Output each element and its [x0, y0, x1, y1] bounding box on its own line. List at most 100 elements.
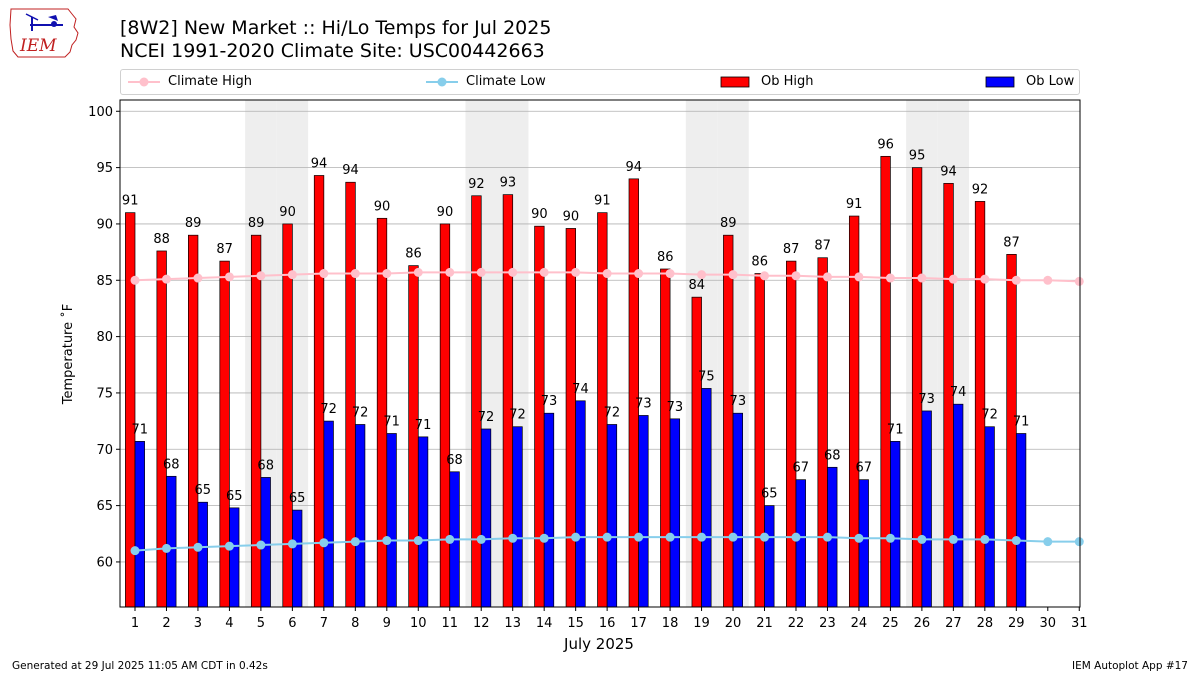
ob-low-value-label: 72 [509, 408, 526, 423]
climate-high-point [602, 269, 612, 279]
y-tick-label: 100 [88, 105, 113, 120]
ob-low-bar [984, 426, 995, 608]
ob-high-value-label: 92 [972, 182, 989, 197]
ob-low-value-label: 75 [698, 369, 715, 384]
ob-low-value-label: 73 [918, 392, 935, 407]
climate-high-point [854, 272, 864, 282]
climate-low-point [1011, 536, 1021, 546]
climate-high-point [161, 274, 171, 284]
ob-high-value-label: 86 [657, 250, 674, 265]
ob-high-value-label: 96 [877, 137, 894, 152]
ob-low-value-label: 72 [981, 408, 998, 423]
climate-high-point [948, 274, 958, 284]
x-tick-label: 7 [320, 616, 328, 631]
climate-low-point [161, 543, 171, 553]
ob-high-value-label: 87 [216, 242, 233, 257]
ob-high-value-label: 93 [500, 176, 517, 191]
climate-high-point [917, 273, 927, 283]
ob-low-bar [480, 428, 492, 608]
ob-high-bar [691, 296, 702, 608]
ob-low-value-label: 74 [572, 382, 589, 397]
climate-high-point [1074, 276, 1084, 286]
x-tick-label: 6 [288, 616, 296, 631]
climate-high-point [193, 273, 203, 283]
ob-low-bar [953, 403, 964, 608]
x-tick-label: 24 [851, 616, 868, 631]
x-tick-label: 13 [504, 616, 521, 631]
ob-high-value-label: 84 [688, 278, 705, 293]
plot-frame [119, 99, 1081, 608]
climate-high-point [791, 271, 801, 281]
climate-low-point [382, 536, 392, 546]
climate-high-point [224, 272, 234, 282]
ob-low-value-label: 65 [194, 483, 211, 498]
y-tick-label: 70 [96, 443, 113, 458]
climate-high-point [885, 273, 895, 283]
ob-low-value-label: 71 [383, 414, 400, 429]
climate-low-point [917, 534, 927, 544]
ob-low-bar [229, 507, 240, 608]
chart-title: [8W2] New Market :: Hi/Lo Temps for Jul … [120, 17, 552, 39]
ob-high-bar [534, 225, 545, 608]
climate-high-point [539, 267, 549, 277]
climate-high-point [413, 267, 423, 277]
ob-high-value-label: 91 [122, 194, 139, 209]
generated-note: Generated at 29 Jul 2025 11:05 AM CDT in… [12, 660, 268, 672]
y-tick-label: 60 [96, 555, 113, 570]
x-tick-label: 16 [599, 616, 616, 631]
ob-high-bar [565, 228, 577, 608]
y-tick-label: 65 [96, 499, 113, 514]
ob-high-bar [219, 260, 230, 608]
ob-high-bar [786, 260, 797, 608]
climate-low-point [539, 533, 549, 543]
climate-low-point [476, 534, 486, 544]
x-tick-label: 3 [194, 616, 202, 631]
ob-high-value-label: 94 [626, 160, 643, 175]
x-tick-label: 12 [473, 616, 490, 631]
chart-legend: Climate High Climate Low Ob High Ob Low [120, 69, 1080, 95]
ob-high-bar [660, 268, 671, 608]
ob-high-value-label: 87 [783, 242, 800, 257]
x-tick-label: 1 [131, 616, 139, 631]
climate-high-point [571, 267, 581, 277]
climate-low-point [791, 532, 801, 542]
ob-low-bar [890, 441, 901, 608]
climate-low-point [1043, 537, 1053, 547]
climate-low-point [571, 532, 581, 542]
climate-low-point [224, 541, 234, 551]
climate-high-point [287, 270, 297, 280]
ob-low-bar [512, 426, 523, 608]
ob-low-bar [921, 410, 932, 608]
x-tick-label: 26 [914, 616, 931, 631]
y-axis-label: Temperature ˚F [60, 304, 76, 405]
ob-low-value-label: 71 [415, 418, 432, 433]
ob-low-bar [543, 412, 555, 608]
ob-low-value-label: 72 [478, 410, 495, 425]
ob-low-bar [1015, 433, 1027, 608]
climate-high-point [508, 267, 518, 277]
ob-low-value-label: 67 [855, 461, 872, 476]
climate-low-point [665, 532, 675, 542]
ob-high-value-label: 90 [374, 199, 391, 214]
climate-high-point [445, 267, 455, 277]
ob-high-bar [471, 195, 482, 608]
ob-low-bar [701, 388, 712, 608]
climate-low-point [287, 539, 297, 549]
ob-low-value-label: 71 [1013, 414, 1030, 429]
climate-low-point [602, 532, 612, 542]
climate-lines [130, 267, 1084, 556]
ob-low-value-label: 71 [132, 422, 149, 437]
ob-high-bar [439, 223, 451, 608]
climate-high-point [256, 271, 266, 281]
ob-low-bar [166, 475, 177, 608]
bar-value-labels: 91 71 88 68 89 65 87 65 89 68 90 65 94 72 94 72 90 71 86 71… [122, 137, 1029, 506]
climate-high-point [476, 267, 486, 277]
x-tick-label: 10 [410, 616, 427, 631]
climate-high-point [350, 269, 360, 279]
ob-high-value-label: 90 [437, 205, 454, 220]
chart-subtitle: NCEI 1991-2020 Climate Site: USC00442663 [120, 40, 545, 62]
y-tick-label: 80 [96, 330, 113, 345]
x-tick-label: 28 [977, 616, 994, 631]
x-tick-label: 30 [1040, 616, 1057, 631]
